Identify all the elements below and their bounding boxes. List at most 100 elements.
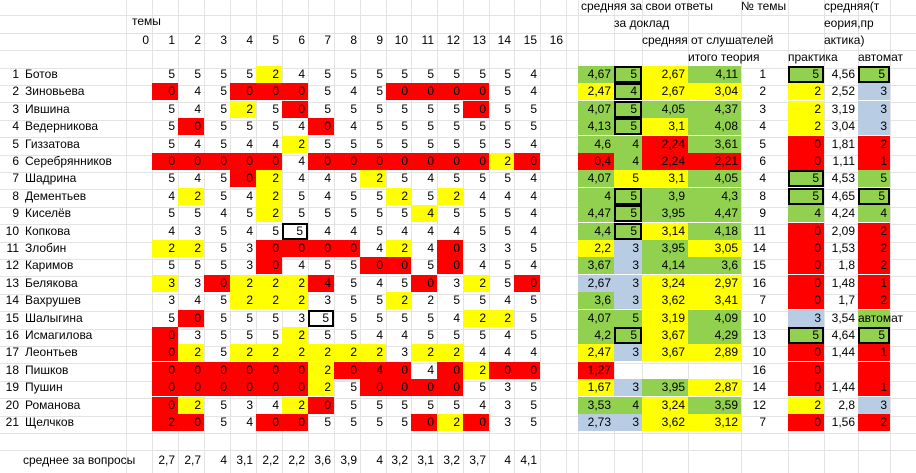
score-cell: 5: [272, 101, 279, 116]
score-cell: 0: [360, 257, 386, 275]
score-cell: 5: [220, 171, 227, 186]
listeners-avg-cell: 2,24: [642, 135, 688, 153]
score-cell: 0: [230, 170, 256, 188]
score-cell: 0: [178, 379, 204, 397]
score-cell: 5: [220, 258, 227, 273]
score-cell: 2: [282, 135, 308, 153]
score-cell: 4: [479, 345, 486, 360]
auto-cell: 1: [858, 274, 890, 292]
avg-own-cell: 4,07: [578, 170, 614, 188]
row-number: 7: [12, 171, 19, 186]
score-cell: 5: [220, 345, 227, 360]
score-cell: 5: [376, 188, 383, 203]
score-cell: 5: [272, 119, 279, 134]
score-cell: 4: [530, 258, 537, 273]
row-number: 9: [12, 206, 19, 221]
header-total-theory: итого теория: [688, 50, 760, 64]
student-name: Дементьев: [25, 188, 87, 203]
score-cell: 5: [504, 67, 511, 81]
score-cell: 4: [324, 171, 331, 186]
score-cell: 5: [530, 380, 537, 395]
row-number: 5: [12, 136, 19, 151]
report-cell: 4: [614, 83, 642, 101]
score-cell: 0: [386, 361, 411, 379]
total-theory-cell: 3,05: [688, 240, 741, 257]
avg-own-cell: 2,73: [578, 414, 614, 431]
score-cell: 0: [334, 361, 360, 379]
score-cell: 0: [514, 274, 540, 292]
report-cell: [614, 362, 642, 379]
question-number: 4: [246, 33, 253, 47]
header-avg-listeners: средняя от слушателей: [642, 33, 774, 47]
score-cell: 5: [376, 84, 383, 99]
score-cell: 4: [530, 188, 537, 203]
student-name: Злобин: [25, 241, 67, 255]
question-number: 14: [497, 33, 511, 47]
score-cell: 4: [376, 328, 383, 342]
total-theory-cell: 3,41: [688, 292, 741, 310]
score-cell: 5: [427, 397, 434, 412]
topic-number-cell: 7: [759, 293, 766, 308]
question-number: 16: [549, 33, 563, 47]
report-cell: 4: [614, 135, 642, 153]
theory-practice-avg-cell: 1,56: [831, 415, 855, 429]
score-cell: 2: [256, 66, 282, 83]
score-cell: 5: [504, 275, 511, 290]
score-cell: 4: [360, 361, 386, 379]
score-cell: 2: [152, 414, 178, 431]
header-avg-theory-practice-1: средняя(т: [824, 0, 880, 13]
question-average: 3,9: [340, 453, 357, 467]
listeners-avg-cell: 3,62: [642, 414, 688, 431]
theory-practice-avg-cell: [824, 362, 858, 379]
total-theory-cell: 2,89: [688, 344, 741, 362]
score-cell: 5: [246, 206, 253, 221]
theory-practice-avg-cell: 2,52: [831, 84, 855, 99]
practice-cell: 5: [788, 170, 824, 188]
score-cell: 5: [453, 119, 460, 134]
score-cell: 5: [350, 415, 357, 429]
report-cell: 5: [614, 222, 642, 240]
theory-practice-avg-cell: 1,81: [831, 136, 855, 151]
question-average: 2,2: [288, 453, 305, 467]
question-number: 10: [394, 33, 408, 47]
score-cell: 4: [427, 362, 434, 377]
score-cell: 0: [230, 83, 256, 101]
score-cell: 0: [334, 153, 360, 170]
score-cell: 5: [479, 223, 486, 238]
score-cell: 5: [350, 136, 357, 151]
score-cell: 5: [453, 136, 460, 151]
score-cell: 5: [504, 84, 511, 99]
score-cell: 4: [411, 205, 437, 223]
score-cell: 0: [437, 257, 463, 275]
practice-cell: 0: [788, 274, 824, 292]
practice-cell: 0: [788, 153, 824, 170]
score-cell: 5: [401, 171, 408, 186]
question-number: 1: [168, 33, 175, 47]
score-cell: 5: [282, 222, 308, 240]
score-cell: 2: [256, 292, 282, 310]
score-cell: 2: [230, 274, 256, 292]
score-cell: 5: [194, 206, 201, 221]
score-cell: 0: [514, 153, 540, 170]
score-cell: 2: [230, 344, 256, 362]
score-cell: 0: [204, 379, 230, 397]
score-cell: 5: [376, 293, 383, 308]
listeners-avg-cell: [642, 362, 688, 379]
score-cell: 0: [178, 153, 204, 170]
score-cell: 5: [453, 206, 460, 221]
score-cell: 5: [479, 171, 486, 186]
score-cell: 5: [479, 328, 486, 342]
score-cell: 5: [168, 310, 175, 325]
theory-practice-avg-cell: 4,24: [831, 206, 855, 221]
total-theory-cell: 4,11: [688, 66, 741, 83]
listeners-avg-cell: 3,19: [642, 309, 688, 327]
total-theory-cell: 2,87: [688, 379, 741, 397]
score-cell: 5: [246, 310, 253, 325]
practice-cell: 0: [788, 240, 824, 257]
score-cell: 2: [386, 187, 411, 205]
avg-own-cell: 4,47: [578, 205, 614, 223]
student-name: Пишков: [25, 362, 69, 377]
score-cell: 4: [453, 310, 460, 325]
score-cell: 5: [298, 188, 305, 203]
score-cell: 5: [530, 293, 537, 308]
